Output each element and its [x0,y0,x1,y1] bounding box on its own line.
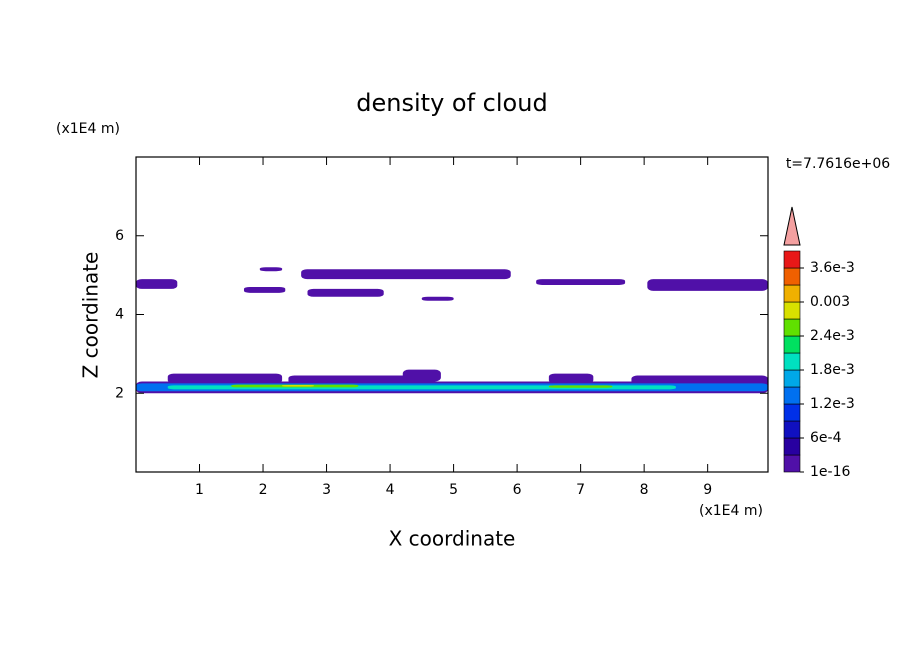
colorbar-band [783,369,801,388]
contour-region [282,384,314,387]
colorbar-tick-label: 0.003 [810,294,850,310]
colorbar-tick-label: 3.6e-3 [810,260,855,276]
time-label: t=7.7616e+06 [786,156,890,172]
y-tick-label: 2 [115,385,124,401]
colorbar-band [783,420,801,439]
colorbar-band [783,437,801,456]
colorbar-band [783,352,801,371]
x-tick-label: 2 [259,482,268,498]
contour-region [167,373,283,384]
contour-region [301,269,511,280]
x-axis-title: X coordinate [389,527,516,551]
y-tick-label: 6 [115,228,124,244]
plot-area [136,267,768,394]
x-tick-label: 6 [513,482,522,498]
contour-region [548,373,594,384]
x-tick-label: 1 [195,482,204,498]
contour-region [536,279,626,285]
x-tick-label: 7 [576,482,585,498]
contour-region [136,279,178,289]
colorbar-tick-label: 2.4e-3 [810,328,855,344]
plot-frame [135,156,769,473]
colorbar-band [783,454,801,473]
x-tick-label: 4 [386,482,395,498]
contour-region [421,296,454,301]
colorbar-band [783,250,801,269]
colorbar-band [783,403,801,422]
x-tick-label: 3 [322,482,331,498]
contour-region [647,279,768,291]
colorbar-band [783,284,801,303]
colorbar-tick-label: 1.2e-3 [810,396,855,412]
contour-region [548,385,613,388]
chart-title: density of cloud [356,89,547,117]
x-tick-label: 8 [640,482,649,498]
contour-region [259,267,283,272]
colorbar-band [783,318,801,337]
y-axis-title: Z coordinate [79,252,103,379]
x-tick-label: 5 [449,482,458,498]
x-tick-label: 9 [703,482,712,498]
colorbar-band [783,301,801,320]
contour-region [307,288,384,297]
y-unit: (x1E4 m) [56,121,120,137]
contour-region [243,286,286,293]
colorbar-tick-label: 6e-4 [810,430,842,446]
colorbar-tick-label: 1.8e-3 [810,362,855,378]
colorbar-band [783,335,801,354]
colorbar-band [783,267,801,286]
y-tick-label: 4 [115,307,124,323]
colorbar-tick-label: 1e-16 [810,464,850,480]
x-unit: (x1E4 m) [699,503,763,519]
colorbar-band [783,386,801,405]
colorbar-extend [783,206,801,246]
contour-region [402,369,441,382]
